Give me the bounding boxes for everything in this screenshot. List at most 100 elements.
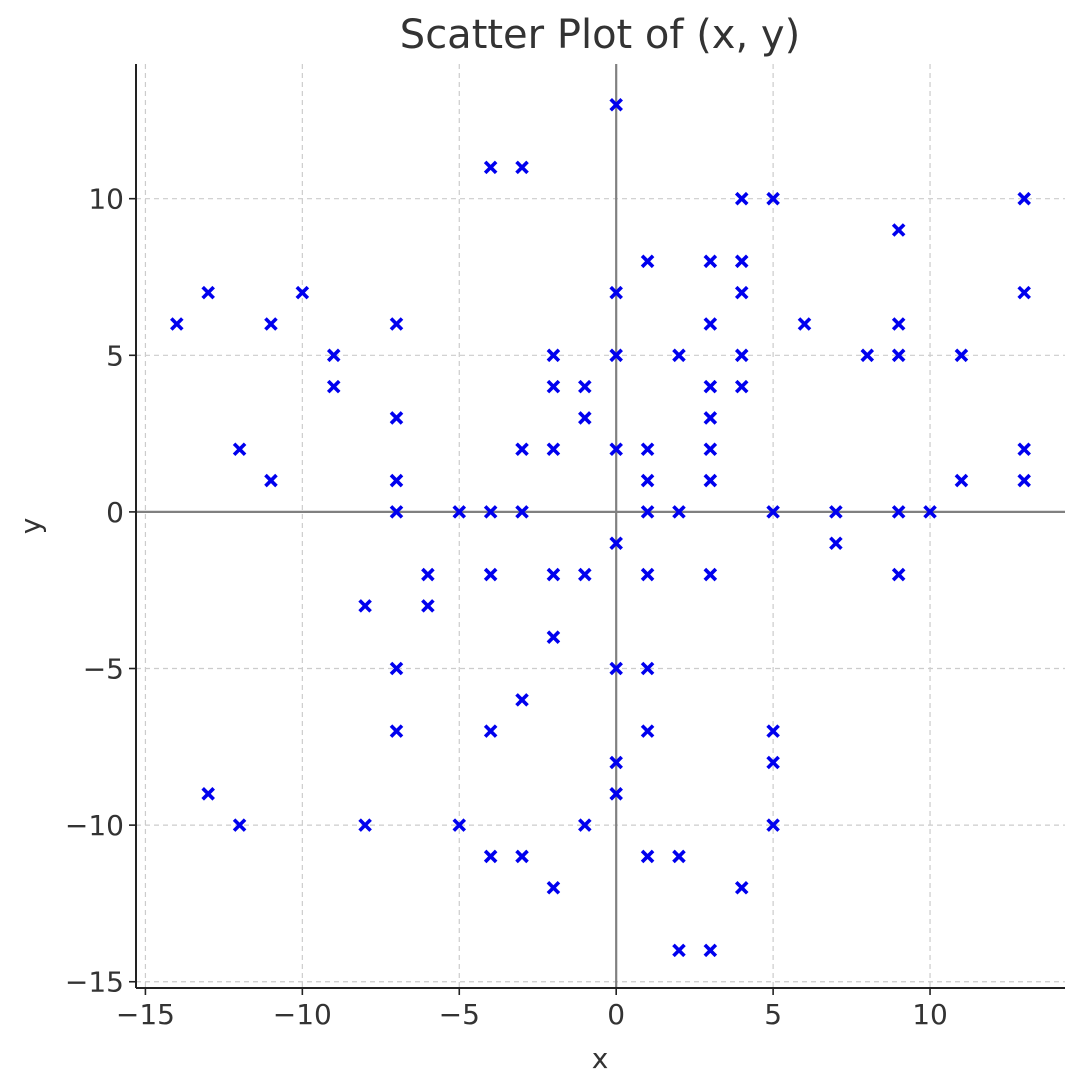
zero-reference-lines (136, 64, 1065, 988)
data-point-marker (201, 285, 215, 300)
marker-stroke (483, 567, 498, 582)
marker-stroke (703, 943, 718, 958)
data-point-marker (578, 818, 592, 832)
data-point-marker (609, 442, 623, 457)
marker-stroke (766, 755, 780, 770)
marker-stroke (766, 818, 780, 832)
marker-stroke (421, 599, 435, 613)
marker-stroke (295, 285, 310, 300)
marker-stroke (264, 317, 278, 331)
data-point-marker (389, 473, 404, 488)
marker-stroke (358, 599, 372, 613)
marker-stroke (829, 505, 843, 519)
data-point-marker (295, 285, 310, 300)
marker-stroke (923, 505, 937, 519)
data-point-marker (891, 348, 906, 363)
marker-stroke (578, 567, 592, 582)
marker-stroke (703, 442, 718, 457)
marker-stroke (640, 442, 655, 457)
data-point-marker (546, 567, 561, 582)
data-point-marker (232, 818, 247, 832)
data-point-marker (672, 849, 686, 864)
marker-stroke (1017, 442, 1031, 457)
marker-stroke (201, 787, 215, 801)
data-point-marker (609, 787, 623, 801)
marker-stroke (609, 285, 623, 300)
marker-stroke (609, 787, 623, 801)
data-point-marker (483, 849, 498, 864)
data-point-marker (232, 442, 247, 457)
marker-stroke (640, 661, 655, 676)
data-point-marker (1017, 285, 1031, 300)
marker-stroke (1017, 191, 1031, 206)
data-point-marker (609, 285, 623, 300)
data-point-marker (891, 317, 906, 331)
data-point-marker (640, 473, 655, 488)
marker-stroke (515, 849, 529, 864)
data-point-marker (170, 317, 184, 331)
marker-stroke (703, 317, 718, 331)
marker-stroke (609, 536, 623, 550)
marker-stroke (578, 411, 592, 425)
axes-spines (135, 64, 1065, 989)
y-tick-label: 5 (106, 339, 124, 372)
marker-stroke (640, 473, 655, 488)
data-point-marker (1017, 191, 1031, 206)
data-point-marker (1017, 442, 1031, 457)
marker-stroke (703, 379, 718, 394)
marker-stroke (483, 505, 498, 519)
marker-stroke (640, 724, 655, 738)
data-point-marker (640, 661, 655, 676)
data-point-marker (326, 348, 341, 363)
marker-stroke (891, 567, 906, 582)
data-point-marker (483, 160, 498, 175)
marker-stroke (797, 317, 812, 331)
data-point-marker (703, 254, 718, 269)
marker-stroke (734, 880, 749, 895)
data-point-marker (358, 818, 372, 832)
marker-stroke (891, 505, 906, 519)
data-point-marker (201, 787, 215, 801)
data-point-marker (578, 567, 592, 582)
marker-stroke (609, 755, 623, 770)
marker-stroke (483, 849, 498, 864)
data-point-marker (421, 567, 435, 582)
marker-stroke (389, 505, 404, 519)
x-tick-label: 5 (764, 998, 782, 1031)
y-tick-label: −5 (83, 653, 124, 686)
marker-stroke (389, 724, 404, 738)
data-point-marker (734, 348, 749, 363)
data-point-marker (578, 411, 592, 425)
marker-stroke (734, 254, 749, 269)
marker-stroke (640, 567, 655, 582)
y-tick-label: 0 (106, 496, 124, 529)
data-point-marker (609, 348, 623, 363)
data-point-marker (672, 505, 686, 519)
data-point-marker (421, 599, 435, 613)
data-point-marker (483, 567, 498, 582)
marker-stroke (170, 317, 184, 331)
data-point-marker (264, 473, 278, 488)
marker-stroke (515, 160, 529, 175)
data-point-marker (860, 348, 875, 363)
data-point-marker (358, 599, 372, 613)
marker-stroke (326, 379, 341, 394)
data-point-marker (672, 943, 686, 958)
marker-stroke (389, 473, 404, 488)
y-tick-label: 10 (88, 183, 124, 216)
marker-stroke (452, 505, 467, 519)
marker-stroke (515, 442, 529, 457)
data-point-marker (734, 379, 749, 394)
marker-stroke (1017, 285, 1031, 300)
marker-stroke (452, 818, 467, 832)
marker-stroke (578, 379, 592, 394)
data-point-marker (703, 442, 718, 457)
marker-stroke (232, 442, 247, 457)
marker-stroke (1017, 473, 1031, 488)
marker-stroke (734, 285, 749, 300)
data-point-marker (452, 505, 467, 519)
data-point-marker (829, 536, 843, 550)
marker-stroke (546, 630, 561, 644)
data-point-marker (891, 567, 906, 582)
data-point-marker (829, 505, 843, 519)
